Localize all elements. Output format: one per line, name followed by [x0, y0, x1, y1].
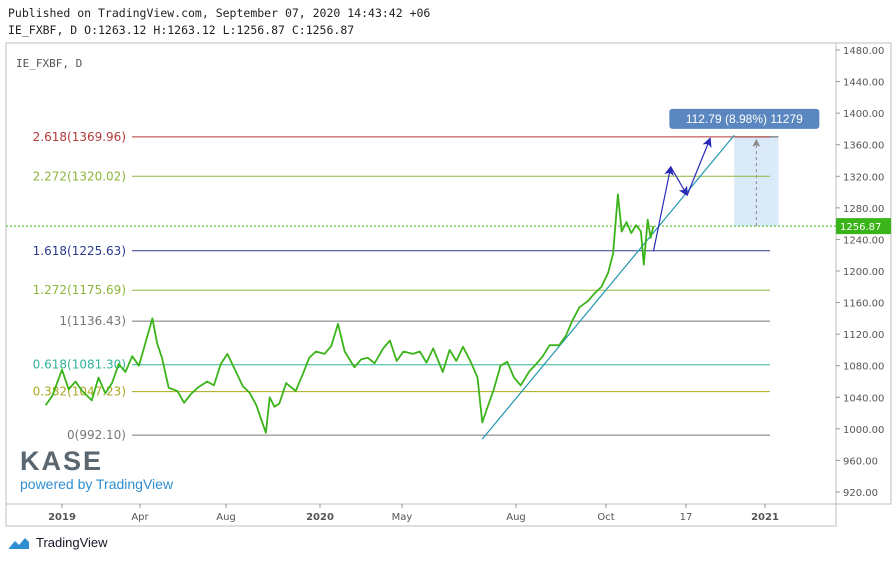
- measure-label-bg: [669, 108, 820, 129]
- current-price-tag: [836, 218, 891, 235]
- tradingview-logo-icon: [9, 537, 29, 549]
- current-price-label: 1256.87: [840, 222, 881, 233]
- x-tick-label: Oct: [597, 512, 614, 523]
- y-tick-label: 1040.00: [843, 393, 884, 404]
- y-tick-label: 1480.00: [843, 46, 884, 57]
- y-tick-label: 920.00: [843, 488, 878, 499]
- y-tick-label: 960.00: [843, 456, 878, 467]
- y-tick-label: 1240.00: [843, 235, 884, 246]
- y-tick-label: 1320.00: [843, 172, 884, 183]
- fib-level-label: 2.272(1320.02): [33, 169, 126, 183]
- projection-arrow[interactable]: [670, 166, 688, 197]
- y-tick-label: 1440.00: [843, 78, 884, 89]
- fib-level-label: 2.618(1369.96): [33, 130, 126, 144]
- price-axis[interactable]: [835, 42, 892, 505]
- x-tick-label: Aug: [216, 512, 236, 523]
- x-tick-label: 2019: [48, 512, 76, 523]
- published-header: Published on TradingView.com, September …: [8, 6, 431, 20]
- x-tick-label: Aug: [506, 512, 526, 523]
- kase-watermark: KASE powered by TradingView: [20, 446, 190, 492]
- measure-label: 112.79 (8.98%) 11279: [686, 112, 803, 126]
- symbol-label: IE_FXBF, D: [16, 57, 82, 70]
- y-tick-label: 1160.00: [843, 299, 884, 310]
- price-series-line: [44, 193, 655, 434]
- y-tick-label: 1120.00: [843, 330, 884, 341]
- footer-brand: TradingView: [36, 535, 108, 550]
- ohlc-header: IE_FXBF, D O:1263.12 H:1263.12 L:1256.87…: [8, 23, 355, 37]
- x-tick-label: 17: [680, 512, 693, 523]
- x-tick-label: May: [392, 512, 413, 523]
- projection-arrow[interactable]: [686, 137, 712, 196]
- fib-level-label: 0.618(1081.30): [33, 358, 126, 372]
- x-tick-label: 2021: [751, 512, 779, 523]
- trendline[interactable]: [481, 134, 735, 440]
- y-tick-label: 1360.00: [843, 141, 884, 152]
- fib-level-label: 1(1136.43): [59, 314, 126, 328]
- x-tick-label: 2020: [306, 512, 334, 523]
- y-tick-label: 1280.00: [843, 204, 884, 215]
- y-tick-label: 1000.00: [843, 425, 884, 436]
- fib-level-label: 1.272(1175.69): [33, 283, 126, 297]
- time-axis[interactable]: [5, 503, 837, 527]
- y-tick-label: 1080.00: [843, 362, 884, 373]
- kase-logo: KASE: [20, 446, 104, 476]
- fib-level-label: 1.618(1225.63): [33, 244, 126, 258]
- footer: TradingView: [8, 535, 108, 550]
- powered-by-text: powered by TradingView: [20, 476, 174, 492]
- x-tick-label: Apr: [131, 512, 149, 523]
- projection-arrow[interactable]: [652, 165, 674, 252]
- y-tick-label: 1400.00: [843, 109, 884, 120]
- y-tick-label: 1200.00: [843, 267, 884, 278]
- fib-level-label: 0(992.10): [67, 428, 126, 442]
